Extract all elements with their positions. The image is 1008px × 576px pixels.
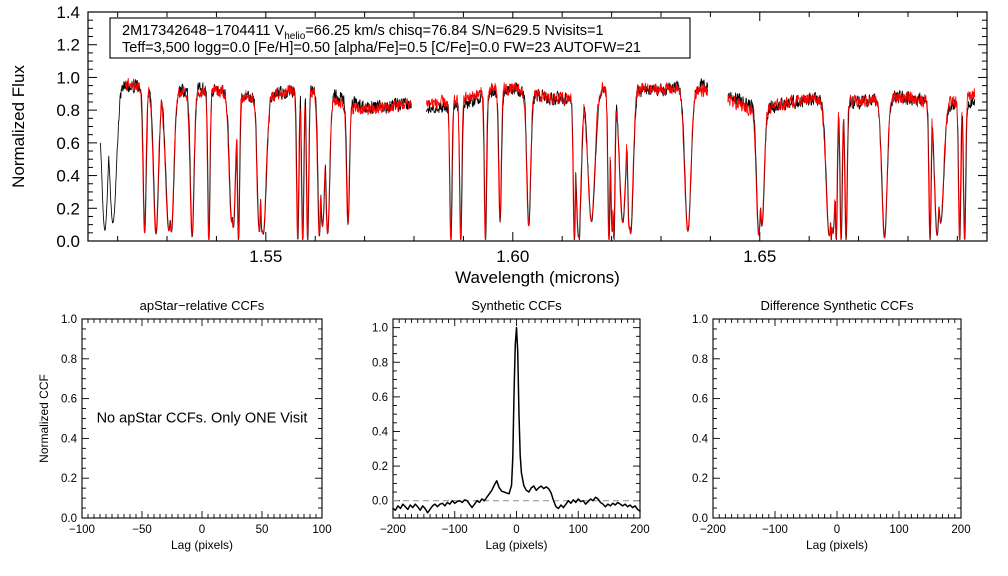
ccf-plot-frame	[392, 318, 641, 519]
y-tick-label: 0.0	[372, 496, 388, 508]
y-tick-label: 0.4	[372, 426, 389, 438]
x-tick-label: 1.55	[249, 247, 282, 266]
info-box-line-1: 2M17342648−1704411 Vhelio=66.25 km/s chi…	[122, 23, 604, 42]
x-tick-label: 1.60	[496, 247, 529, 266]
y-tick-label: 0.8	[56, 101, 80, 120]
y-tick-label: 0.2	[56, 199, 80, 218]
x-tick-label: −100	[762, 524, 788, 536]
ccf-ylabel: Normalized CCF	[37, 374, 51, 463]
y-tick-label: 0.2	[372, 461, 388, 473]
ccf-xlabel: Lag (pixels)	[171, 538, 233, 552]
ccf-empty-message: No apStar CCFs. Only ONE Visit	[97, 411, 308, 427]
x-tick-label: 100	[889, 524, 908, 536]
ccf-panel-title: apStar−relative CCFs	[140, 298, 265, 313]
difference-ccf-panel: Difference Synthetic CCFs 1.0 0.8 0.6 0.4 0.2…	[692, 298, 971, 552]
synthetic-spectrum-line	[124, 77, 412, 240]
spectrum-ylabel: Normalized Flux	[9, 65, 28, 188]
ccf-curve	[392, 326, 641, 514]
spectrum-xlabel: Wavelength (microns)	[455, 268, 620, 287]
synthetic-ccf-panel: Synthetic CCFs 1.0 0.8 0.6 0.4 0.2 0.0 −200 −100…	[372, 298, 650, 552]
y-tick-label: 0.4	[56, 167, 80, 186]
y-tick-label: 0.6	[372, 392, 388, 404]
y-tick-label: 1.0	[372, 323, 388, 335]
y-tick-label: 0.6	[61, 394, 77, 406]
x-tick-label: 1.65	[743, 247, 776, 266]
ccf-xlabel: Lag (pixels)	[806, 538, 868, 552]
observed-spectrum-line	[426, 78, 709, 240]
synthetic-spectrum-line	[727, 88, 976, 240]
x-tick-label: 200	[951, 524, 970, 536]
y-tick-label: 0.4	[61, 433, 78, 445]
info-box	[109, 17, 691, 59]
spectrum-traces	[99, 77, 976, 240]
spectrum-panel: 1.4 1.2 1.0 0.8 0.6 0.4 0.2 0.0 1.55 1.60 1.65 Wave…	[9, 3, 988, 287]
x-tick-label: −100	[69, 524, 95, 536]
y-tick-label: 1.0	[692, 314, 708, 326]
x-tick-label: −200	[700, 524, 726, 536]
observed-spectrum-line	[99, 79, 412, 240]
y-tick-label: 1.0	[56, 68, 80, 87]
y-tick-label: 1.2	[56, 36, 80, 55]
x-tick-label: 100	[312, 524, 331, 536]
ccf-panel-title: Synthetic CCFs	[471, 298, 562, 313]
y-tick-label: 0.2	[61, 473, 77, 485]
x-tick-label: 0	[834, 524, 840, 536]
y-tick-label: 0.8	[61, 354, 77, 366]
x-tick-label: 0	[513, 524, 519, 536]
x-tick-label: −50	[132, 524, 152, 536]
y-tick-label: 0.8	[692, 354, 708, 366]
y-tick-label: 0.6	[56, 134, 80, 153]
x-tick-label: 200	[630, 524, 649, 536]
y-tick-label: 0.6	[692, 394, 708, 406]
y-tick-label: 1.4	[56, 3, 80, 22]
y-tick-label: 0.0	[61, 513, 77, 525]
x-tick-label: −100	[442, 524, 468, 536]
apstar-ccf-panel: apStar−relative CCFs 1.0 0.8 0.6 0.4 0.2 0.0−1…	[37, 298, 332, 552]
synthetic-spectrum-line	[426, 81, 709, 240]
ccf-panel-title: Difference Synthetic CCFs	[761, 298, 914, 313]
y-tick-label: 0.8	[372, 357, 388, 369]
ccf-plot-frame	[712, 318, 962, 519]
x-tick-label: 100	[569, 524, 588, 536]
info-box-line-2: Teff=3,500 logg=0.0 [Fe/H]=0.50 [alpha/F…	[122, 40, 641, 56]
y-tick-label: 0.4	[692, 433, 709, 445]
ccf-xlabel: Lag (pixels)	[485, 538, 547, 552]
y-tick-label: 1.0	[61, 314, 77, 326]
y-tick-label: 0.0	[692, 513, 708, 525]
y-tick-label: 0.0	[56, 232, 80, 251]
x-tick-label: 0	[199, 524, 205, 536]
y-tick-label: 0.2	[692, 473, 708, 485]
x-tick-label: 50	[256, 524, 269, 536]
x-tick-label: −200	[380, 524, 406, 536]
